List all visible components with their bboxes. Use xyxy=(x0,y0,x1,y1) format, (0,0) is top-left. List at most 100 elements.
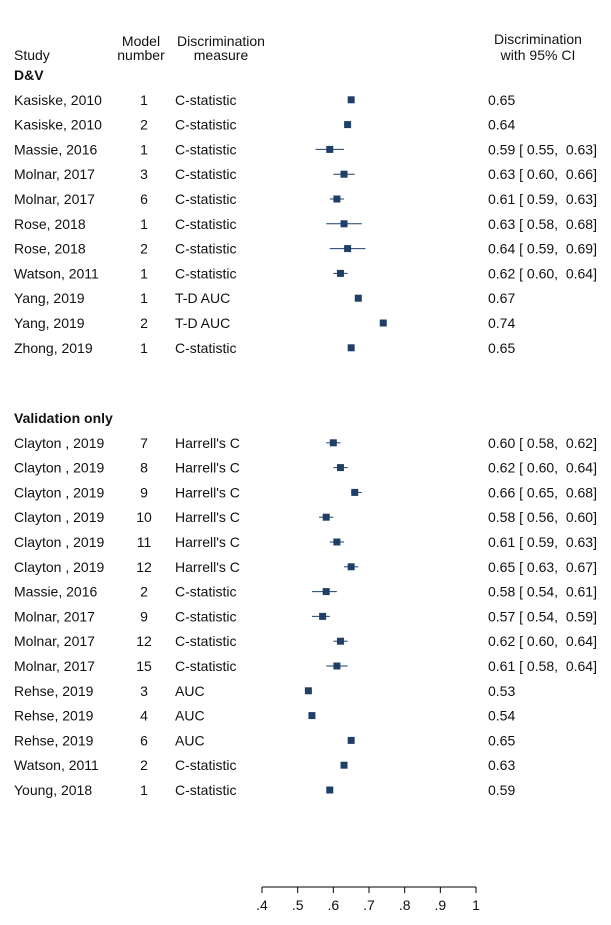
forest-row: Rehse, 2019 6 AUC 0.65 xyxy=(14,732,515,748)
row-model-number: 2 xyxy=(140,241,148,257)
row-model-number: 2 xyxy=(140,315,148,331)
row-measure: C-statistic xyxy=(175,241,236,257)
x-tick-label: .4 xyxy=(256,897,268,913)
forest-row: Zhong, 2019 1 C-statistic 0.65 xyxy=(14,340,515,356)
forest-row: Yang, 2019 2 T-D AUC 0.74 xyxy=(14,315,515,331)
row-model-number: 1 xyxy=(140,216,148,232)
row-study: Yang, 2019 xyxy=(14,315,85,331)
forest-row: Molnar, 2017 12 C-statistic 0.62 [ 0.60, 0.… xyxy=(14,633,597,649)
row-study: Clayton , 2019 xyxy=(14,559,104,575)
row-model-number: 4 xyxy=(140,708,148,724)
row-study: Young, 2018 xyxy=(14,782,92,798)
point-estimate-marker xyxy=(333,538,341,546)
header-estimate-line1: Discrimination xyxy=(494,31,582,47)
row-measure: C-statistic xyxy=(175,141,236,157)
forest-row: Clayton , 2019 9 Harrell's C 0.66 [ 0.65, 0… xyxy=(14,484,597,500)
forest-rows: D&V Kasiske, 2010 1 C-statistic 0.65 Kasiske,… xyxy=(14,67,597,798)
forest-row: Rehse, 2019 3 AUC 0.53 xyxy=(14,683,515,699)
row-study: Rose, 2018 xyxy=(14,241,86,257)
point-estimate-marker xyxy=(326,786,334,794)
x-tick-label: 1 xyxy=(472,897,480,913)
row-estimate-label: 0.61 [ 0.58, 0.64] xyxy=(488,658,597,674)
row-measure: AUC xyxy=(175,683,205,699)
forest-row: Kasiske, 2010 1 C-statistic 0.65 xyxy=(14,92,515,108)
group-heading: D&V xyxy=(14,67,44,83)
row-model-number: 3 xyxy=(140,166,148,182)
row-model-number: 3 xyxy=(140,683,148,699)
forest-row: Massie, 2016 1 C-statistic 0.59 [ 0.55, 0.6… xyxy=(14,141,597,157)
row-model-number: 1 xyxy=(140,265,148,281)
row-measure: C-statistic xyxy=(175,782,236,798)
row-measure: C-statistic xyxy=(175,92,236,108)
row-model-number: 1 xyxy=(140,290,148,306)
row-estimate-label: 0.60 [ 0.58, 0.62] xyxy=(488,435,597,451)
row-model-number: 2 xyxy=(140,757,148,773)
row-estimate-label: 0.62 [ 0.60, 0.64] xyxy=(488,460,597,476)
row-measure: AUC xyxy=(175,732,205,748)
row-study: Massie, 2016 xyxy=(14,584,97,600)
point-estimate-marker xyxy=(333,195,341,203)
row-model-number: 12 xyxy=(136,633,152,649)
row-model-number: 11 xyxy=(137,534,152,550)
point-estimate-marker xyxy=(354,294,362,302)
point-estimate-marker xyxy=(322,513,330,521)
row-study: Molnar, 2017 xyxy=(14,608,95,624)
forest-row: Yang, 2019 1 T-D AUC 0.67 xyxy=(14,290,515,306)
row-estimate-label: 0.66 [ 0.65, 0.68] xyxy=(488,484,597,500)
row-measure: AUC xyxy=(175,708,205,724)
point-estimate-marker xyxy=(322,588,330,596)
header-model-number-line1: Model xyxy=(122,33,160,49)
header-study: Study xyxy=(14,47,50,63)
forest-row: Molnar, 2017 9 C-statistic 0.57 [ 0.54, 0.5… xyxy=(14,608,597,624)
row-estimate-label: 0.61 [ 0.59, 0.63] xyxy=(488,191,597,207)
point-estimate-marker xyxy=(329,439,337,447)
row-estimate-label: 0.65 xyxy=(488,340,515,356)
row-model-number: 2 xyxy=(140,117,148,133)
row-model-number: 2 xyxy=(140,584,148,600)
row-model-number: 1 xyxy=(140,782,148,798)
row-measure: T-D AUC xyxy=(175,290,230,306)
point-estimate-marker xyxy=(340,761,348,769)
row-estimate-label: 0.59 xyxy=(488,782,515,798)
row-estimate-label: 0.59 [ 0.55, 0.63] xyxy=(488,141,597,157)
row-model-number: 1 xyxy=(140,340,148,356)
forest-row: Clayton , 2019 7 Harrell's C 0.60 [ 0.58, 0… xyxy=(14,435,597,451)
row-model-number: 9 xyxy=(140,608,148,624)
row-model-number: 1 xyxy=(140,141,148,157)
point-estimate-marker xyxy=(351,488,359,496)
row-measure: Harrell's C xyxy=(175,509,240,525)
row-study: Clayton , 2019 xyxy=(14,484,104,500)
header-measure-line1: Discrimination xyxy=(177,33,265,49)
point-estimate-marker xyxy=(344,245,352,253)
row-measure: C-statistic xyxy=(175,608,236,624)
row-model-number: 10 xyxy=(136,509,152,525)
point-estimate-marker xyxy=(340,220,348,228)
row-estimate-label: 0.65 xyxy=(488,732,515,748)
header-model-number-line2: number xyxy=(117,47,165,63)
row-estimate-label: 0.65 [ 0.63, 0.67] xyxy=(488,559,597,575)
row-estimate-label: 0.53 xyxy=(488,683,515,699)
x-tick-label: .8 xyxy=(399,897,411,913)
row-study: Molnar, 2017 xyxy=(14,633,95,649)
row-study: Kasiske, 2010 xyxy=(14,92,102,108)
x-tick-label: .9 xyxy=(434,897,446,913)
row-study: Kasiske, 2010 xyxy=(14,117,102,133)
forest-row: Massie, 2016 2 C-statistic 0.58 [ 0.54, 0.6… xyxy=(14,584,597,600)
point-estimate-marker xyxy=(347,344,355,352)
row-study: Rehse, 2019 xyxy=(14,683,94,699)
point-estimate-marker xyxy=(347,736,355,744)
x-tick-label: .6 xyxy=(327,897,339,913)
x-tick-label: .5 xyxy=(292,897,304,913)
forest-row: Molnar, 2017 6 C-statistic 0.61 [ 0.59, 0.6… xyxy=(14,191,597,207)
row-estimate-label: 0.67 xyxy=(488,290,515,306)
forest-row: Molnar, 2017 15 C-statistic 0.61 [ 0.58, 0.… xyxy=(14,658,597,674)
row-measure: C-statistic xyxy=(175,166,236,182)
row-estimate-label: 0.58 [ 0.54, 0.61] xyxy=(488,584,597,600)
row-estimate-label: 0.57 [ 0.54, 0.59] xyxy=(488,608,597,624)
forest-row: Clayton , 2019 12 Harrell's C 0.65 [ 0.63, … xyxy=(14,559,597,575)
row-measure: C-statistic xyxy=(175,117,236,133)
row-model-number: 1 xyxy=(140,92,148,108)
row-estimate-label: 0.62 [ 0.60, 0.64] xyxy=(488,265,597,281)
row-measure: Harrell's C xyxy=(175,484,240,500)
row-estimate-label: 0.74 xyxy=(488,315,515,331)
